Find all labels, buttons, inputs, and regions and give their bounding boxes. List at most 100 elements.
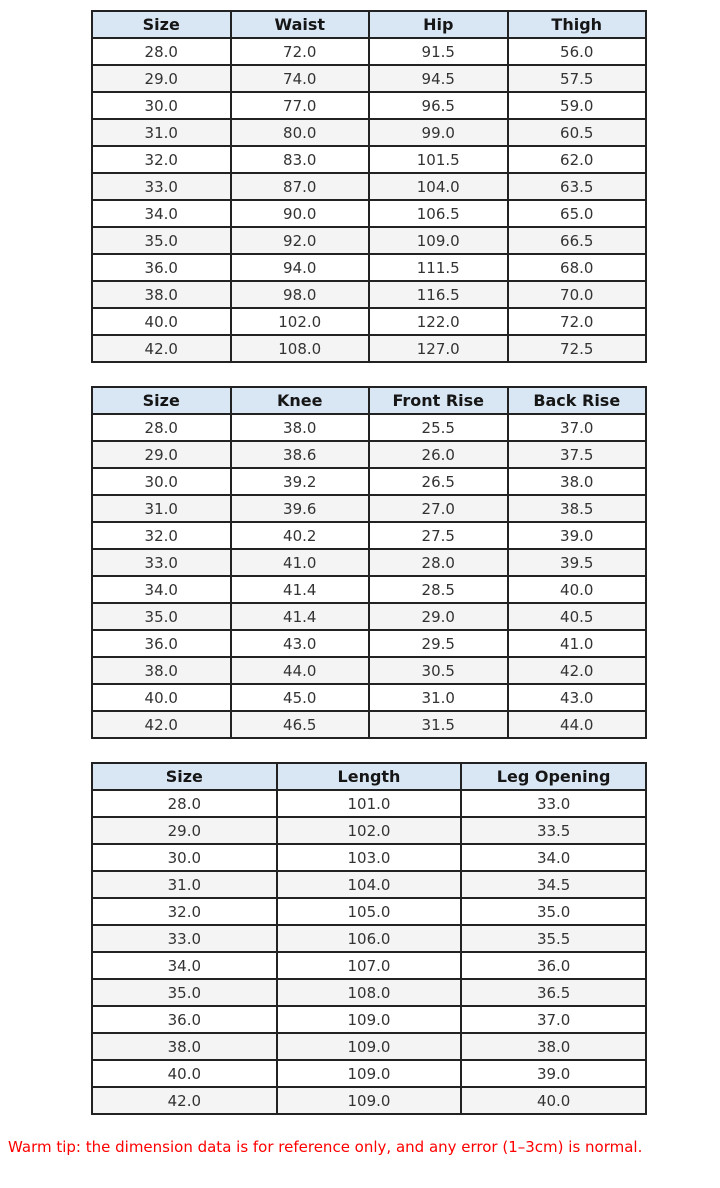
table-cell: 43.0 (506, 683, 647, 712)
table-cell: 31.0 (368, 683, 509, 712)
table-cell: 122.0 (368, 307, 509, 336)
table-cell: 37.5 (506, 440, 647, 469)
table-row: 40.0 109.0 39.0 (91, 1059, 647, 1088)
table-cell: 34.0 (91, 951, 278, 980)
table-cell: 33.0 (91, 924, 278, 953)
table-cell: 30.0 (91, 843, 278, 872)
table-cell: 33.0 (91, 172, 232, 201)
table-cell: 26.5 (368, 467, 509, 496)
table-cell: 36.5 (460, 978, 647, 1007)
table-cell: 29.0 (91, 816, 278, 845)
table-cell: 40.0 (91, 1059, 278, 1088)
table-cell: 94.0 (229, 253, 370, 282)
table-cell: 35.0 (460, 897, 647, 926)
table-cell: 38.0 (229, 413, 370, 442)
table-cell: 109.0 (275, 1086, 463, 1115)
table-row: 40.0 102.0 122.0 72.0 (91, 307, 647, 336)
table-cell: 42.0 (91, 1086, 278, 1115)
column-header: Leg Opening (460, 762, 647, 791)
table-cell: 28.0 (91, 789, 278, 818)
table-cell: 77.0 (229, 91, 370, 120)
column-header: Thigh (506, 10, 647, 39)
table-cell: 33.0 (91, 548, 232, 577)
table-row: 29.0 38.6 26.0 37.5 (91, 440, 647, 469)
table-cell: 28.0 (91, 37, 232, 66)
table-row: 30.0 77.0 96.5 59.0 (91, 91, 647, 120)
header-row: Size Length Leg Opening (91, 762, 647, 791)
table-row: 30.0 103.0 34.0 (91, 843, 647, 872)
size-table-length-leg-opening: Size Length Leg Opening 28.0 101.0 33.0 29.0 10… (91, 762, 647, 1115)
size-table-knee-rise: Size Knee Front Rise Back Rise 28.0 38.0 25.5 3… (91, 386, 647, 739)
table-row: 38.0 98.0 116.5 70.0 (91, 280, 647, 309)
table-row: 33.0 87.0 104.0 63.5 (91, 172, 647, 201)
table-cell: 42.0 (91, 334, 232, 363)
table-cell: 36.0 (91, 1005, 278, 1034)
table-row: 38.0 109.0 38.0 (91, 1032, 647, 1061)
table-cell: 106.5 (368, 199, 509, 228)
table-cell: 92.0 (229, 226, 370, 255)
table-row: 35.0 41.4 29.0 40.5 (91, 602, 647, 631)
table-cell: 25.5 (368, 413, 509, 442)
table-row: 32.0 83.0 101.5 62.0 (91, 145, 647, 174)
table-cell: 101.0 (275, 789, 463, 818)
table-cell: 46.5 (229, 710, 370, 739)
table-cell: 41.0 (229, 548, 370, 577)
table-cell: 104.0 (368, 172, 509, 201)
table-cell: 40.0 (91, 307, 232, 336)
table-row: 36.0 109.0 37.0 (91, 1005, 647, 1034)
table-cell: 39.2 (229, 467, 370, 496)
table-cell: 74.0 (229, 64, 370, 93)
table-row: 34.0 107.0 36.0 (91, 951, 647, 980)
table-row: 31.0 104.0 34.5 (91, 870, 647, 899)
table-cell: 35.0 (91, 978, 278, 1007)
table-cell: 33.0 (460, 789, 647, 818)
table-cell: 41.4 (229, 575, 370, 604)
table-cell: 108.0 (229, 334, 370, 363)
table-row: 29.0 74.0 94.5 57.5 (91, 64, 647, 93)
table-row: 42.0 108.0 127.0 72.5 (91, 334, 647, 363)
table-cell: 116.5 (368, 280, 509, 309)
table-cell: 87.0 (229, 172, 370, 201)
table-cell: 91.5 (368, 37, 509, 66)
table-cell: 72.5 (506, 334, 647, 363)
table-cell: 27.5 (368, 521, 509, 550)
table-cell: 56.0 (506, 37, 647, 66)
table-cell: 36.0 (91, 629, 232, 658)
table-cell: 65.0 (506, 199, 647, 228)
table-cell: 39.6 (229, 494, 370, 523)
column-header: Hip (368, 10, 509, 39)
table-cell: 38.0 (91, 280, 232, 309)
table-cell: 32.0 (91, 145, 232, 174)
table-cell: 107.0 (275, 951, 463, 980)
table-cell: 29.0 (368, 602, 509, 631)
table-cell: 39.0 (460, 1059, 647, 1088)
table-row: 34.0 90.0 106.5 65.0 (91, 199, 647, 228)
table-cell: 37.0 (460, 1005, 647, 1034)
table-cell: 83.0 (229, 145, 370, 174)
table-cell: 72.0 (506, 307, 647, 336)
table-cell: 35.5 (460, 924, 647, 953)
table-cell: 31.5 (368, 710, 509, 739)
table-cell: 70.0 (506, 280, 647, 309)
table-cell: 106.0 (275, 924, 463, 953)
table-cell: 28.0 (91, 413, 232, 442)
table-cell: 62.0 (506, 145, 647, 174)
table-cell: 38.0 (91, 1032, 278, 1061)
table-row: 28.0 72.0 91.5 56.0 (91, 37, 647, 66)
table-cell: 36.0 (91, 253, 232, 282)
table-cell: 34.0 (91, 199, 232, 228)
table-cell: 28.5 (368, 575, 509, 604)
column-header: Knee (229, 386, 370, 415)
table-cell: 30.5 (368, 656, 509, 685)
table-cell: 40.0 (460, 1086, 647, 1115)
table-cell: 103.0 (275, 843, 463, 872)
table-cell: 104.0 (275, 870, 463, 899)
table-row: 40.0 45.0 31.0 43.0 (91, 683, 647, 712)
table-cell: 35.0 (91, 602, 232, 631)
table-row: 35.0 92.0 109.0 66.5 (91, 226, 647, 255)
table-cell: 45.0 (229, 683, 370, 712)
column-header: Size (91, 762, 278, 791)
table-cell: 109.0 (368, 226, 509, 255)
table-cell: 29.0 (91, 440, 232, 469)
table-row: 38.0 44.0 30.5 42.0 (91, 656, 647, 685)
